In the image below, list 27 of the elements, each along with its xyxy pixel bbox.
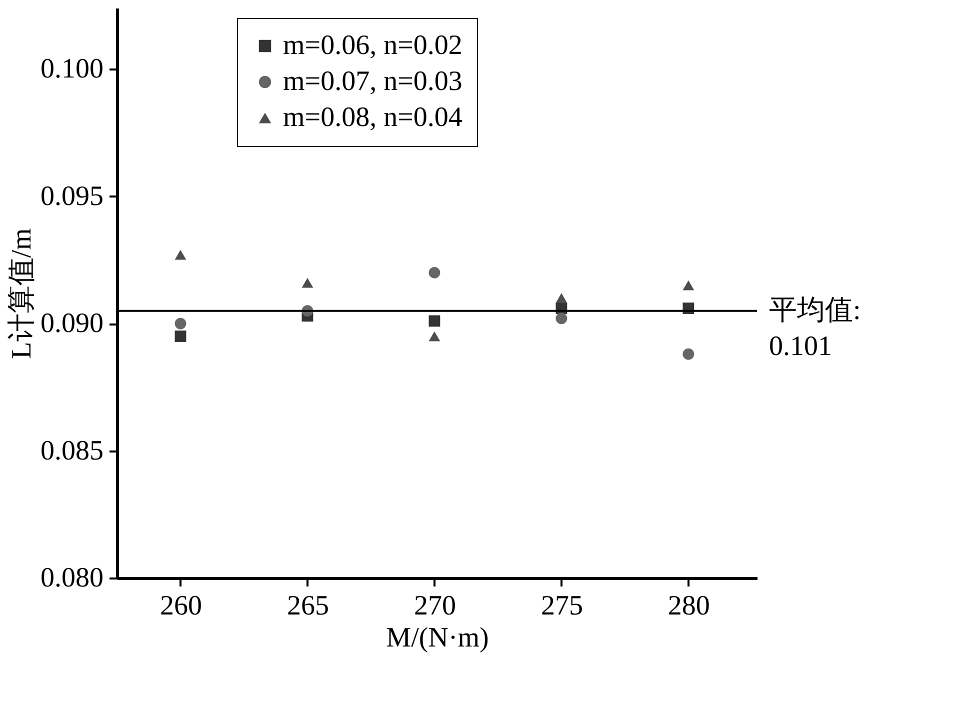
x-tick-label: 265 xyxy=(286,590,329,622)
point xyxy=(174,250,186,260)
legend-label: m=0.08, n=0.04 xyxy=(283,102,462,133)
point xyxy=(174,330,186,342)
point xyxy=(428,331,440,342)
point xyxy=(682,348,694,360)
point xyxy=(682,280,694,290)
y-tick-label: 0.080 xyxy=(40,562,104,594)
x-axis-title: M/(N·m) xyxy=(386,622,489,654)
point xyxy=(428,266,440,278)
y-tick-label: 0.085 xyxy=(40,435,104,466)
y-axis-title: L计算值/m xyxy=(6,228,38,359)
x-tick-label: 275 xyxy=(540,590,583,622)
point xyxy=(174,318,186,330)
point xyxy=(556,293,568,304)
x-tick-label: 270 xyxy=(414,590,456,622)
y-tick-label: 0.090 xyxy=(40,308,104,340)
y-tick-label: 0.100 xyxy=(40,54,104,85)
point xyxy=(302,278,314,288)
point xyxy=(556,312,568,324)
point xyxy=(428,315,440,327)
text: 平均值: 0.101 xyxy=(769,294,861,362)
x-tick-label: 280 xyxy=(668,590,710,622)
legend-label: m=0.07, n=0.03 xyxy=(283,66,462,97)
y-tick-label: 0.095 xyxy=(40,180,104,212)
legend-label: m=0.06, n=0.02 xyxy=(283,30,462,61)
x-tick-label: 260 xyxy=(160,590,202,622)
